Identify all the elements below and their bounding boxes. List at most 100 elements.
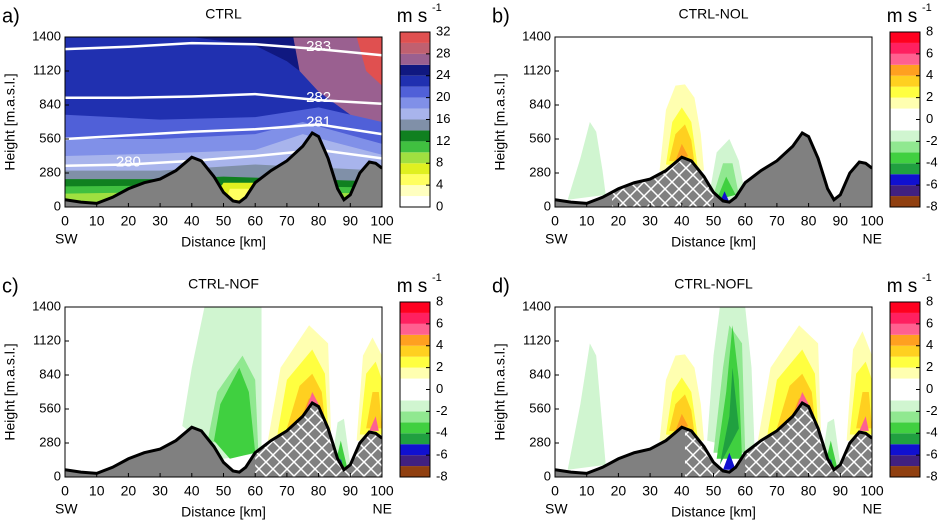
x-tick-label: 80: [801, 483, 817, 499]
x-tick-label: 80: [311, 483, 327, 499]
x-tick-label: 90: [833, 483, 849, 499]
terrain-outline: [555, 400, 872, 475]
isentrope-label: 283: [306, 38, 331, 55]
x-tick-label: 40: [674, 213, 690, 229]
end-label-left: SW: [545, 501, 568, 517]
isentrope-label: 282: [306, 89, 331, 106]
x-tick-label: 50: [216, 213, 232, 229]
x-tick-label: 30: [152, 483, 168, 499]
hatched-terrain: [745, 402, 872, 477]
y-tick-label: 1120: [33, 332, 61, 347]
colorbar-band: [400, 196, 430, 207]
x-tick-label: 40: [674, 483, 690, 499]
x-tick-label: 60: [737, 483, 753, 499]
isentrope: [65, 148, 382, 167]
colorbar-tick-label: 4: [926, 337, 933, 352]
x-tick-label: 60: [247, 213, 263, 229]
x-tick-label: 70: [769, 483, 785, 499]
hatched-terrain: [612, 157, 714, 207]
y-tick-label: 560: [39, 130, 61, 145]
colorbar-band: [890, 119, 920, 131]
colorbar-band: [400, 42, 430, 54]
x-tick-label: 70: [279, 483, 295, 499]
y-tick-label: 840: [529, 366, 551, 381]
contour-fill: [723, 452, 736, 470]
colorbar-band: [890, 433, 920, 445]
colorbar-tick-label: -6: [926, 177, 938, 192]
x-tick-label: 70: [769, 213, 785, 229]
colorbar-band: [400, 323, 430, 335]
colorbar-band: [400, 32, 430, 43]
x-tick-label: 90: [343, 213, 359, 229]
x-axis-label: Distance [km]: [671, 504, 756, 520]
colorbar-band: [890, 466, 920, 477]
x-tick-label: 60: [737, 213, 753, 229]
x-tick-label: 40: [184, 213, 200, 229]
x-tick-label: 30: [152, 213, 168, 229]
panel-label: b): [492, 5, 510, 27]
contour-fill: [567, 343, 606, 470]
x-tick-label: 30: [642, 483, 658, 499]
x-tick-label: 10: [89, 483, 105, 499]
panel-title: CTRL-NOF: [188, 276, 259, 292]
end-label-right: NE: [863, 231, 882, 247]
colorbar-band: [400, 345, 430, 357]
x-tick-label: 10: [579, 213, 595, 229]
y-tick-label: 560: [529, 400, 551, 415]
colorbar-band: [890, 42, 920, 54]
colorbar-band: [890, 356, 920, 368]
x-tick-label: 100: [860, 483, 884, 499]
y-axis-label: Height [m.a.s.l.]: [2, 73, 18, 170]
colorbar-band: [400, 312, 430, 324]
x-tick-label: 10: [579, 483, 595, 499]
contour-fill: [366, 392, 382, 429]
colorbar-unit: m s: [397, 276, 428, 297]
contour-fill: [669, 394, 695, 434]
colorbar-tick-label: 8: [436, 155, 443, 170]
x-tick-label: 100: [370, 213, 394, 229]
plot-area: 280 281 282 283: [65, 37, 382, 207]
x-tick-label: 20: [611, 483, 627, 499]
y-tick-label: 1400: [522, 28, 551, 43]
colorbar-band: [890, 53, 920, 65]
y-tick-label: 280: [39, 434, 61, 449]
colorbar-band: [400, 75, 430, 87]
y-tick-label: 840: [39, 366, 61, 381]
x-tick-label: 20: [121, 483, 137, 499]
colorbar-tick-label: -8: [436, 468, 448, 483]
colorbar-band: [400, 433, 430, 445]
colorbar-tick-label: -4: [436, 425, 448, 440]
y-tick-label: 1120: [523, 62, 551, 77]
end-label-left: SW: [55, 231, 78, 247]
colorbar-tick-label: -6: [436, 447, 448, 462]
y-tick-label: 0: [544, 468, 551, 483]
colorbar-band: [400, 185, 430, 197]
isentrope-label: 280: [116, 153, 141, 170]
y-tick-label: 1400: [32, 28, 61, 43]
colorbar-band: [400, 455, 430, 467]
colorbar-unit-exponent: -1: [432, 2, 442, 14]
colorbar-unit-exponent: -1: [922, 272, 932, 284]
colorbar-band: [400, 389, 430, 401]
colorbar-band: [400, 422, 430, 434]
colorbar-band: [890, 97, 920, 109]
x-axis-label: Distance [km]: [671, 234, 756, 250]
colorbar-band: [890, 152, 920, 164]
terrain-outline: [65, 130, 382, 205]
colorbar-tick-label: -2: [926, 403, 938, 418]
x-tick-label: 30: [642, 213, 658, 229]
colorbar-tick-label: 4: [926, 67, 933, 82]
end-label-left: SW: [55, 501, 78, 517]
colorbar-tick-label: 32: [436, 23, 450, 38]
contour-fill: [675, 143, 689, 161]
isentrope: [65, 123, 382, 141]
panel-title: CTRL: [205, 6, 242, 22]
colorbar-tick-label: 4: [436, 177, 443, 192]
panel-label: c): [2, 275, 19, 297]
colorbar-tick-label: 2: [926, 89, 933, 104]
colorbar-unit: m s: [887, 6, 918, 27]
colorbar-tick-label: 6: [926, 315, 933, 330]
x-tick-label: 100: [860, 213, 884, 229]
x-tick-label: 10: [89, 213, 105, 229]
